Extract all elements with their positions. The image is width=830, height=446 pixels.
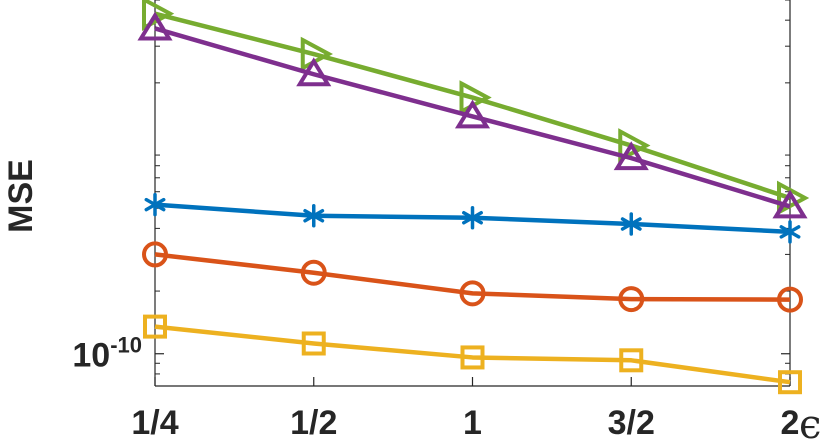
data-point-circle [777,286,803,313]
series-circle [142,241,803,313]
data-point-circle [142,241,168,268]
y-tick-label: 10-10 [72,333,142,375]
series-layer [137,0,810,395]
y-axis-label: MSE [2,159,40,233]
data-point-asterisk [303,204,325,228]
data-point-asterisk [144,192,166,217]
axes: 1/4 1/2 1 3/2 2 10-10 [72,0,799,442]
data-point-square [143,314,167,339]
asterisk-stroke [462,210,483,225]
series-line [154,324,791,385]
x-tick-label: 1/4 [131,404,178,442]
labels: MSE ϵ [2,159,821,446]
data-point-asterisk [779,220,801,244]
data-point-circle [459,280,486,307]
data-point-triangle-up [454,99,491,129]
asterisk-stroke [144,197,166,212]
series-square [143,314,802,395]
series-line [154,11,791,201]
data-point-triangle-up [137,11,173,41]
data-point-square [619,348,644,373]
asterisk-stroke [620,217,642,231]
series-line [154,26,791,209]
series-line [154,252,791,302]
data-point-triangle-right [777,180,810,216]
x-tick-label: 1 [463,404,482,442]
x-tick-label: 3/2 [608,404,655,442]
x-axis-label: ϵ [799,402,821,446]
data-point-triangle-up [296,57,332,87]
series-triangle-up [137,11,808,219]
data-point-circle [618,286,645,313]
asterisk-stroke [303,209,325,223]
data-point-asterisk [620,212,642,236]
data-point-asterisk [462,205,483,230]
data-point-square [778,370,802,395]
series-asterisk [144,192,801,244]
data-point-triangle-up [772,189,808,219]
data-point-triangle-right [618,128,651,163]
asterisk-stroke [779,225,801,239]
data-point-circle [300,259,327,286]
data-point-triangle-up [613,141,649,171]
x-tick-label: 2 [781,404,800,442]
data-point-square [460,345,485,370]
x-tick-label: 1/2 [290,404,337,442]
data-point-square [301,331,326,356]
